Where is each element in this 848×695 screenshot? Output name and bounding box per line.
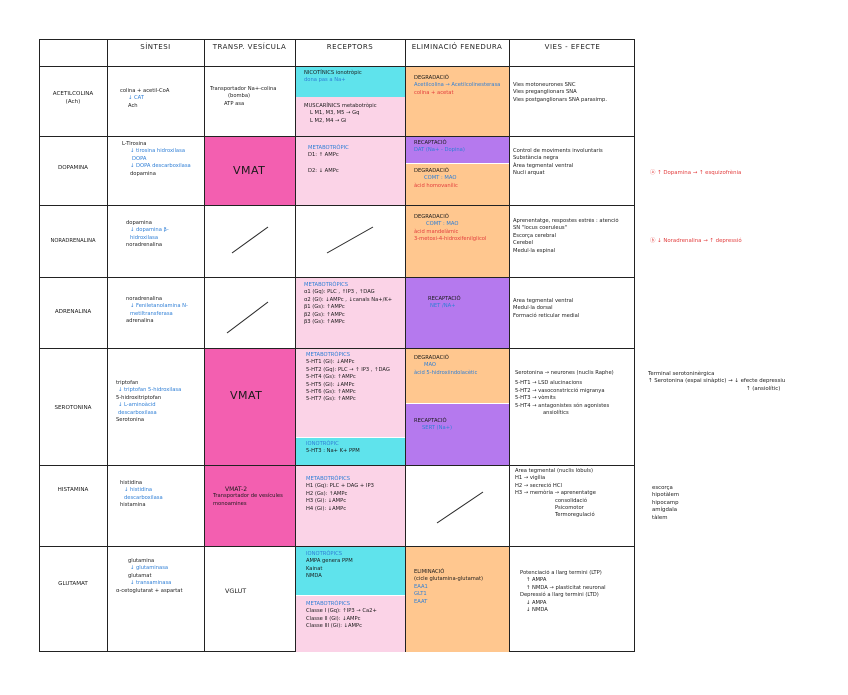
vies-serotonina: Serotonina → neurones (nuclis Raphe) 5-H… xyxy=(515,370,614,417)
header-sintesi: SÍNTESI xyxy=(140,43,171,51)
elimination-acetilcolina: DEGRADACIÓ Acetilcolina → Acetilcolinest… xyxy=(406,67,509,136)
vies-noradrenalina: Aprenentatge, respostes estrès : atenció… xyxy=(513,218,619,254)
row-divider xyxy=(40,66,634,67)
elimination-adrenalina: RECAPTACIÓ NET /NA+ xyxy=(406,278,509,348)
row-name-histamina: HISTAMINA xyxy=(57,487,89,493)
empty-cell-slash xyxy=(326,226,374,254)
side-note-serotonina: Terminal serotoninèrgica ↑ Serotonina (e… xyxy=(648,371,786,392)
side-note-dopamina: ⓐ ↑ Dopamina → ↑ esquizofrènia xyxy=(650,170,742,176)
elimination-serotonina-degradation: DEGRADACIÓ MAO àcid 5-hidroxiindolacètic xyxy=(406,349,509,403)
row-divider xyxy=(40,465,634,466)
side-note-histamina: escorça hipotàlem hipocamp amígdala tàle… xyxy=(652,485,680,521)
row-divider xyxy=(40,546,634,547)
receptors-serotonina-ionotropic: IONOTRÒPIC 5-HT3 : Na+ K+ PPM xyxy=(296,438,405,465)
row-name-adrenalina: ADRENALINA xyxy=(54,309,92,315)
row-name-noradrenalina: NORADRENALINA xyxy=(50,238,96,244)
note-marker-icon: ⓐ xyxy=(650,170,656,176)
vies-glutamat: Potenciació a llarg termini (LTP) ↑ AMPA… xyxy=(520,570,606,614)
receptors-glutamat-metabotropic: METABOTRÒPICS Classe I (Gq): ↑IP3 → Ca2+… xyxy=(296,596,405,652)
row-name-serotonina: SEROTONINA xyxy=(54,405,92,411)
vies-dopamina: Control de moviments involuntaris Substà… xyxy=(513,148,603,177)
note-marker-icon: ⓑ xyxy=(650,238,656,244)
side-note-noradrenalina: ⓑ ↓ Noradrenalina → ↑ depressió xyxy=(650,238,742,244)
col-divider xyxy=(204,40,205,651)
col-divider xyxy=(295,40,296,651)
header-vies: VIES - EFECTE xyxy=(544,43,601,51)
synthesis-histamina: histidina ↓ histidina descarboxilasa his… xyxy=(120,480,163,509)
empty-cell-slash xyxy=(231,226,269,254)
receptors-adrenalina: METABOTRÒPICS α1 (Gq): PLC , ↑IP3 , ↑DAG… xyxy=(296,278,405,348)
synthesis-adrenalina: noradrenalina ↓ Feniletanolamina N-metil… xyxy=(126,296,188,325)
row-name-acetilcolina: ACETILCOLINA (Ach) xyxy=(52,91,94,105)
elimination-dopamina-reuptake: RECAPTACIÓ DAT (Na+ - Dopina) xyxy=(406,137,509,163)
row-divider xyxy=(40,136,634,137)
synthesis-acetilcolina: colina + acetil-CoA ↓ CAT Ach xyxy=(120,88,170,109)
summary-table: SÍNTESI TRANSP. VESÍCULA RECEPTORS ELIMI… xyxy=(39,39,635,652)
vies-acetilcolina: Vies motoneurones SNC Vies preganglionar… xyxy=(513,82,607,103)
elimination-dopamina-degradation: DEGRADACIÓ COMT : MAO àcid homovanílic xyxy=(406,164,509,205)
synthesis-serotonina: triptofan ↓ triptofan 5-hidroxilasa 5-hi… xyxy=(116,380,182,424)
header-receptors: RECEPTORS xyxy=(326,43,374,51)
receptors-histamina: METABOTRÒPICS H1 (Gq): PLC + DAG + IP3 H… xyxy=(296,466,405,546)
synthesis-noradrenalina: dopamina ↓ dopamina β-hidroxilasa noradr… xyxy=(126,220,169,249)
transport-histamina: VMAT-2 Transportador de vesícules monoam… xyxy=(205,466,295,546)
vies-adrenalina: Àrea tegmental ventral Medul·la dorsal F… xyxy=(513,298,580,319)
row-divider xyxy=(40,348,634,349)
synthesis-dopamina: L-Tirosina ↓ tirosina hidroxilasa DOPA ↓… xyxy=(122,141,191,177)
receptors-serotonina-metabotropic: METABOTRÒPICS 5-HT1 (Gi): ↓AMPc 5-HT2 (G… xyxy=(296,349,405,437)
elimination-glutamat: ELIMINACIÓ (cicle glutamina-glutamat) EA… xyxy=(406,547,509,652)
vies-histamina: Àrea tegmental (nuclis lòbuls) H1 → vigí… xyxy=(515,468,596,519)
elimination-serotonina-reuptake: RECAPTACIÓ SERT (Na+) xyxy=(406,404,509,465)
elimination-noradrenalina: DEGRADACIÓ COMT : MAO àcid mandelàmic 3-… xyxy=(406,206,509,277)
col-divider xyxy=(509,40,510,651)
row-name-glutamat: GLUTAMAT xyxy=(58,581,88,587)
receptors-muscarinic: MUSCARÍNICS metabotròpic L M1, M3, M5 → … xyxy=(296,97,405,136)
receptors-glutamat-ionotropic: IONOTRÒPICS AMPA genera PPM Kainat NMDA xyxy=(296,547,405,595)
receptors-dopamina: METABOTRÒPIC D1: ↑ AMPc D2: ↓ AMPc xyxy=(296,137,405,205)
header-elimination: ELIMINACIÓ FENEDURA xyxy=(411,43,503,51)
col-divider xyxy=(405,40,406,651)
col-divider xyxy=(107,40,108,651)
header-transport: TRANSP. VESÍCULA xyxy=(212,43,287,51)
row-name-dopamina: DOPAMINA xyxy=(57,165,89,171)
transport-acetilcolina: Transportador Na+-colina (bomba) ATP asa xyxy=(210,86,277,107)
synthesis-glutamat: glutamina ↓ glutaminasa glutamat ↓ trans… xyxy=(116,558,183,594)
transport-glutamat: VGLUT xyxy=(225,588,247,595)
empty-cell-slash xyxy=(436,491,484,524)
row-divider xyxy=(40,205,634,206)
receptors-nicotinic: NICOTÍNICS ionotròpic dona pas a Na+ xyxy=(296,67,405,97)
row-divider xyxy=(40,277,634,278)
transport-serotonina: VMAT xyxy=(205,349,295,465)
empty-cell-slash xyxy=(226,301,269,334)
transport-dopamina: VMAT xyxy=(205,137,295,205)
